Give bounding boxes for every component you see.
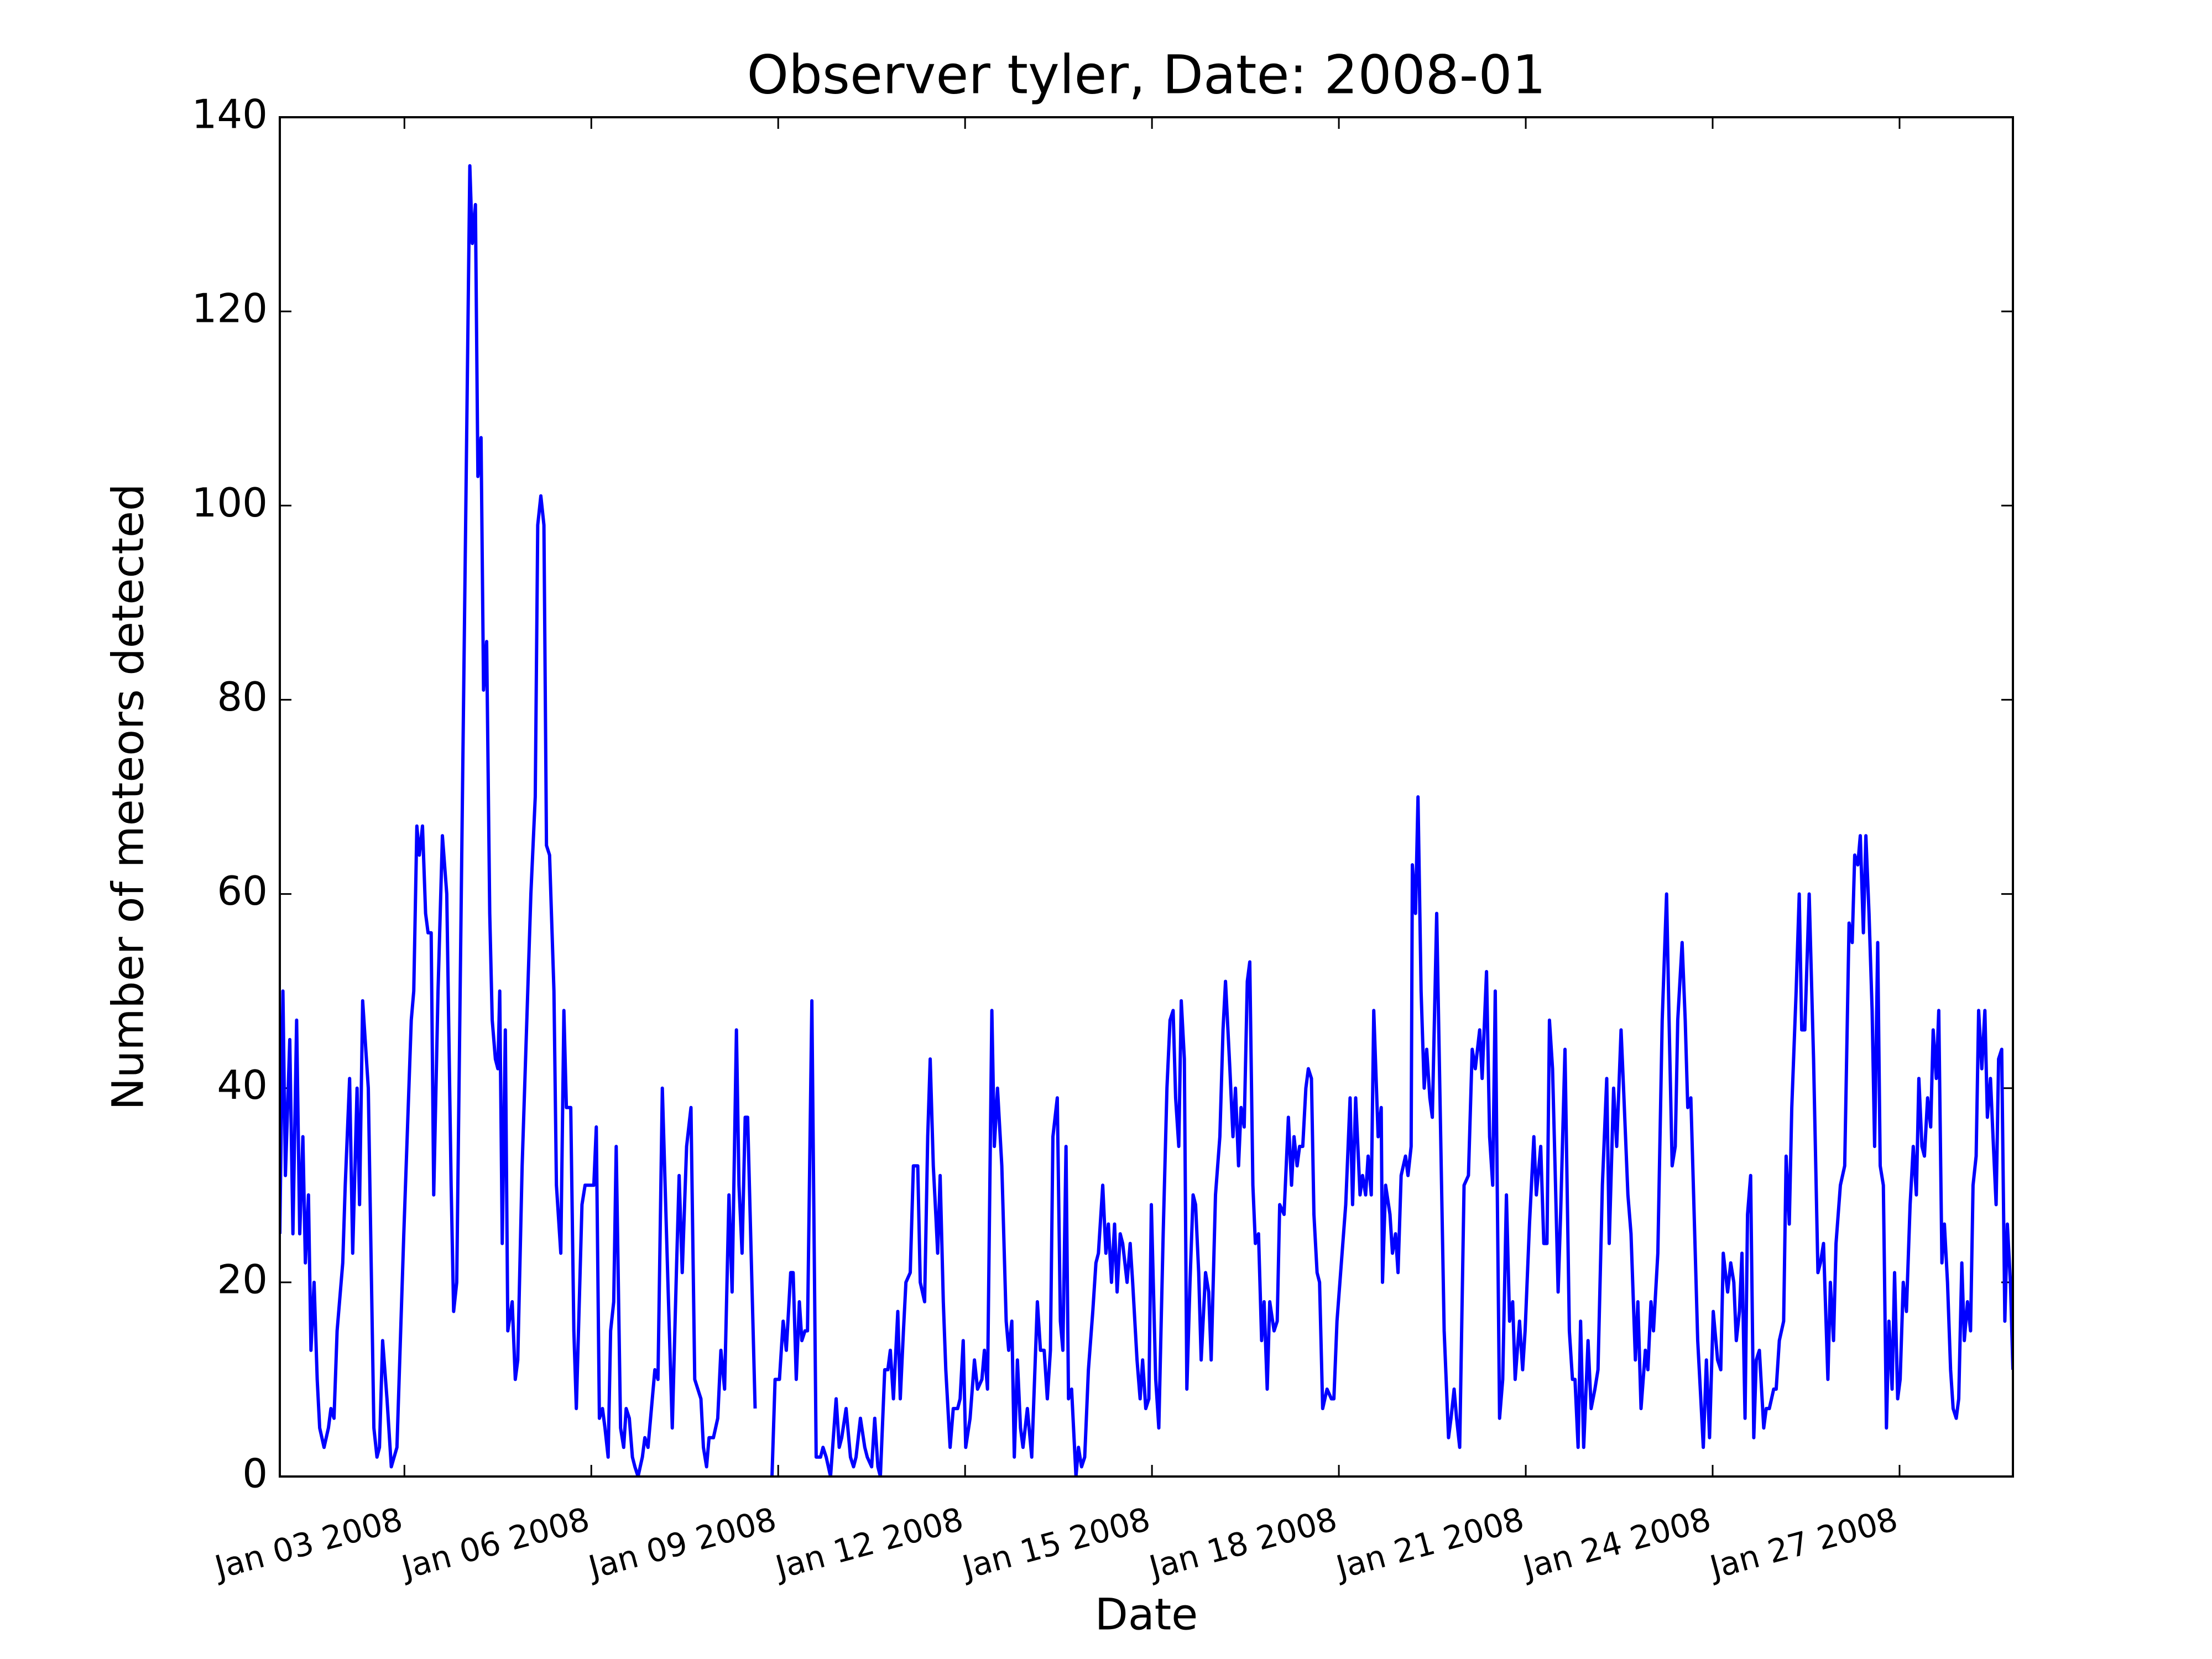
y-tick-label: 20 (217, 1256, 268, 1302)
y-tick-label: 80 (217, 674, 268, 720)
y-tick-label: 140 (192, 91, 268, 138)
y-tick-label: 0 (242, 1451, 268, 1497)
y-tick-label: 120 (192, 285, 268, 332)
y-tick-label: 100 (192, 479, 268, 526)
y-tick-label: 60 (217, 868, 268, 914)
data-line (280, 164, 2013, 1477)
y-axis-label: Number of meteors detected (103, 484, 153, 1110)
y-tick-label: 40 (217, 1062, 268, 1108)
chart-title: Observer tyler, Date: 2008-01 (747, 44, 1546, 106)
x-axis-label: Date (1095, 1590, 1198, 1640)
plot-frame (279, 116, 2014, 1478)
